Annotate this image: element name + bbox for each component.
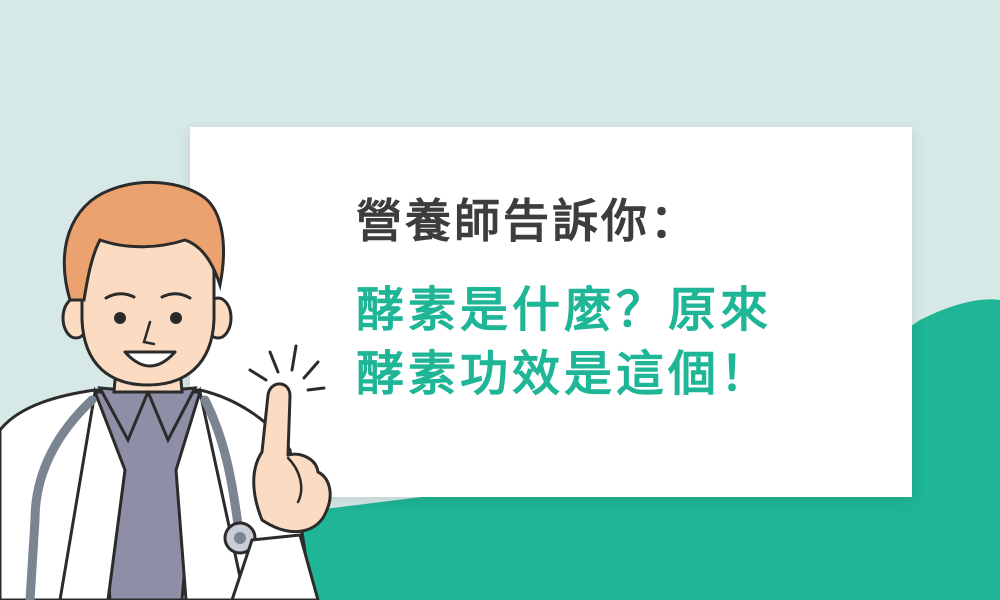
banner-headline: 酵素是什麼？原來 酵素功效是這個！ xyxy=(356,278,772,406)
headline-line-1: 酵素是什麼？原來 xyxy=(356,282,773,338)
headline-line-2: 酵素功效是這個！ xyxy=(356,346,773,402)
message-card xyxy=(190,127,912,497)
banner-title: 營養師告訴你： xyxy=(356,194,699,248)
